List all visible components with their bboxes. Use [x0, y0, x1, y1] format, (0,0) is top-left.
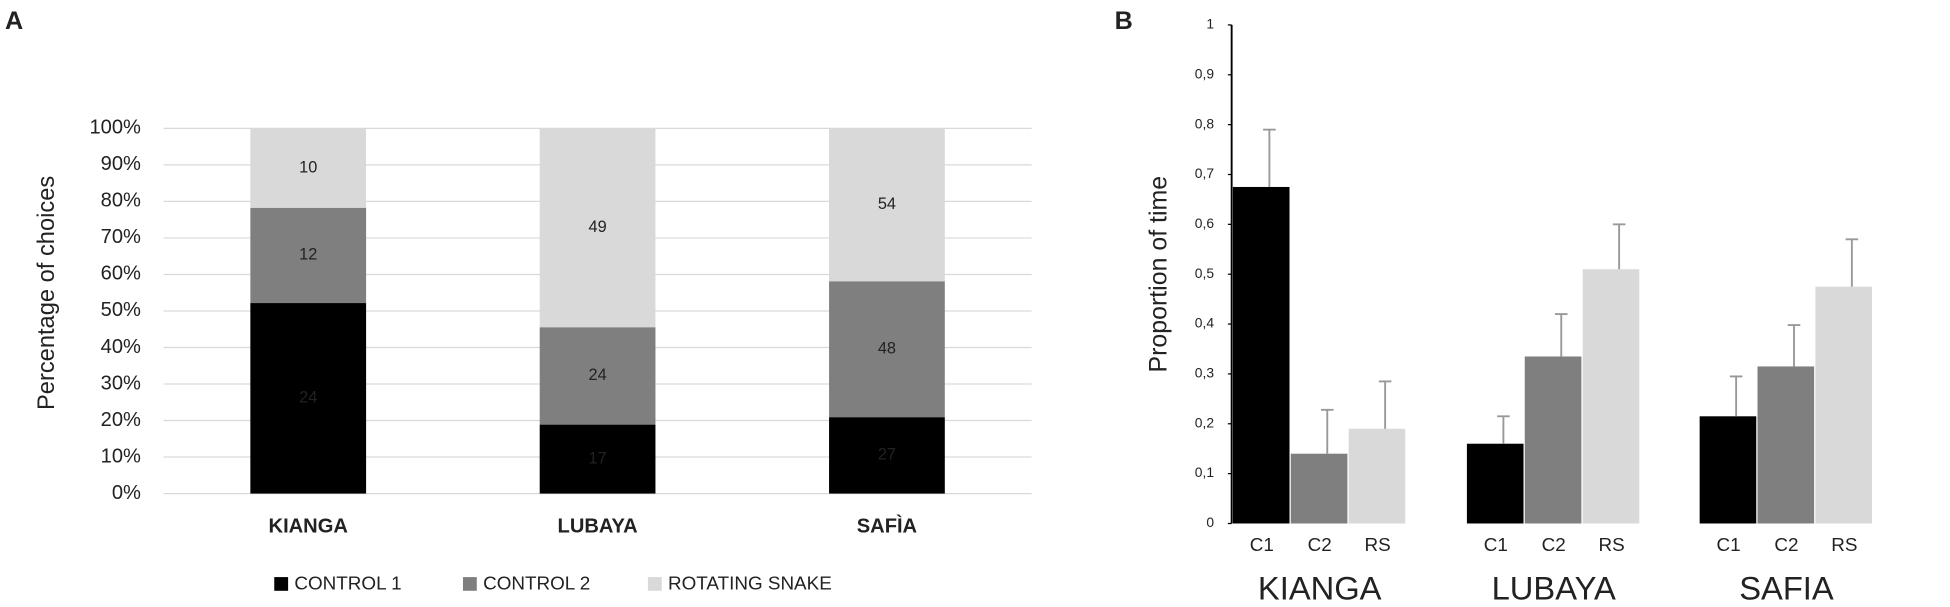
- bar-segment: [250, 128, 367, 208]
- y-tick-label: 0: [1206, 515, 1214, 530]
- legend-swatch: [647, 577, 662, 591]
- y-tick-label: 100%: [89, 117, 141, 139]
- y-tick-label: 0,1: [1195, 465, 1214, 480]
- y-tick-label: 10%: [101, 445, 141, 467]
- value-label: 27: [878, 446, 896, 464]
- bar: [1582, 269, 1640, 524]
- x-tick-label: SAFÌA: [857, 515, 917, 538]
- y-tick-label: 0,7: [1195, 166, 1214, 181]
- bar: [1815, 286, 1872, 524]
- legend-label: CONTROL 1: [294, 573, 401, 594]
- y-tick-label: 40%: [101, 336, 141, 358]
- y-tick-label: 70%: [101, 226, 141, 248]
- y-tick-label: 1: [1206, 17, 1214, 32]
- bar: [1348, 428, 1406, 524]
- x-tick-label: KIANGA: [269, 516, 348, 538]
- value-label: 24: [588, 366, 606, 384]
- y-axis-title: Percentage of choices: [33, 176, 60, 410]
- bar-segment: [250, 207, 367, 304]
- legend-swatch: [462, 577, 477, 591]
- group-label: LUBAYA: [1492, 570, 1616, 606]
- bar: [1757, 366, 1815, 524]
- y-tick-label: 0,5: [1195, 266, 1215, 281]
- bar: [1232, 186, 1290, 524]
- value-label: 48: [878, 340, 896, 358]
- y-tick-label: 0,6: [1195, 216, 1215, 231]
- bar-segment: [539, 327, 656, 425]
- x-tick-label: C2: [1542, 534, 1566, 555]
- value-label: 17: [588, 449, 606, 467]
- y-axis-title: Proportion of time: [1144, 176, 1172, 373]
- y-tick-label: 60%: [101, 263, 141, 285]
- bar-segment: [829, 281, 945, 418]
- panel-label: B: [1115, 7, 1133, 35]
- bar: [1524, 356, 1582, 524]
- bar-segment: [250, 303, 367, 494]
- bar: [1699, 416, 1757, 524]
- x-tick-label: C2: [1308, 534, 1332, 555]
- y-tick-label: 0,4: [1195, 316, 1215, 331]
- bar-segment: [829, 128, 945, 282]
- y-tick-label: 0,2: [1195, 415, 1214, 430]
- x-tick-label: C1: [1717, 534, 1741, 555]
- group-label: KIANGA: [1258, 570, 1382, 606]
- y-tick-label: 90%: [101, 153, 141, 175]
- x-tick-label: C2: [1774, 534, 1798, 555]
- bar: [1290, 453, 1348, 524]
- x-tick-label: RS: [1598, 534, 1624, 555]
- y-tick-label: 0,8: [1195, 116, 1215, 131]
- y-tick-label: 80%: [101, 190, 141, 212]
- y-tick-label: 30%: [101, 372, 141, 394]
- x-tick-label: RS: [1364, 534, 1390, 555]
- panel-label: A: [5, 7, 23, 35]
- bar: [1466, 443, 1524, 524]
- x-tick-label: LUBAYA: [558, 516, 638, 538]
- y-tick-label: 20%: [101, 409, 141, 431]
- value-label: 10: [299, 158, 317, 176]
- bar-segment: [829, 417, 945, 494]
- y-tick-label: 50%: [101, 299, 141, 321]
- value-label: 24: [299, 389, 317, 407]
- value-label: 49: [588, 218, 606, 236]
- legend-label: ROTATING SNAKE: [668, 573, 832, 594]
- x-tick-label: C1: [1484, 534, 1508, 555]
- legend-label: CONTROL 2: [483, 573, 590, 594]
- bar-segment: [539, 128, 656, 328]
- y-tick-label: 0,3: [1195, 366, 1215, 381]
- value-label: 54: [878, 195, 896, 213]
- y-tick-label: 0,9: [1195, 66, 1214, 81]
- value-label: 12: [299, 246, 317, 264]
- x-tick-label: RS: [1831, 534, 1857, 555]
- group-label: SAFIA: [1739, 570, 1834, 606]
- bar-segment: [539, 424, 656, 494]
- legend-swatch: [274, 577, 289, 591]
- y-tick-label: 0%: [112, 482, 141, 504]
- x-tick-label: C1: [1250, 534, 1274, 555]
